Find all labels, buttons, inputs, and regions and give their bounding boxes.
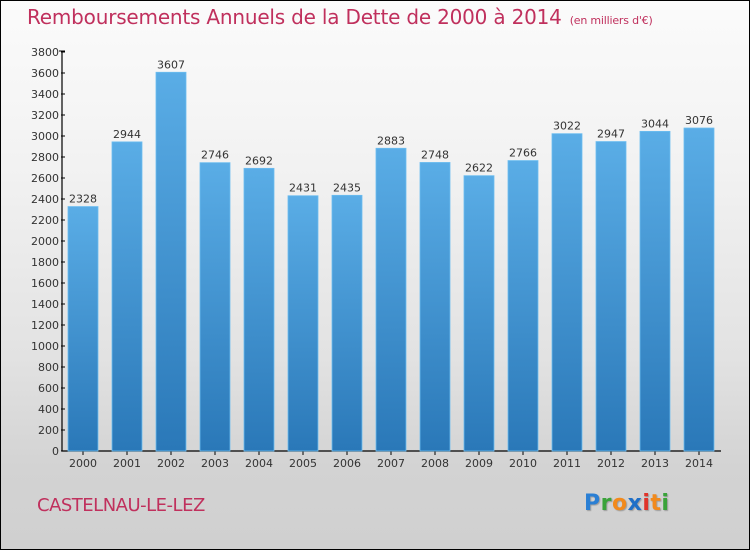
bar-2002 xyxy=(155,71,187,452)
y-tick-label: 1200 xyxy=(31,319,59,332)
chart-unit-label: (en milliers d'€) xyxy=(569,14,653,27)
bar-2006 xyxy=(331,194,363,452)
y-tick-label: 2800 xyxy=(31,151,59,164)
bars xyxy=(67,71,715,452)
x-tick-label: 2001 xyxy=(113,457,141,470)
logo-letter: o xyxy=(611,491,628,516)
x-tick-label: 2000 xyxy=(69,457,97,470)
bar-2008 xyxy=(419,162,451,452)
bar-2005 xyxy=(287,195,319,452)
data-label-2011: 3022 xyxy=(553,120,581,133)
y-tick-label: 200 xyxy=(38,424,59,437)
x-tick-label: 2010 xyxy=(509,457,537,470)
x-tick-label: 2013 xyxy=(641,457,669,470)
logo-letter: r xyxy=(600,491,612,516)
y-tick-label: 400 xyxy=(38,403,59,416)
chart-title: Remboursements Annuels de la Dette de 20… xyxy=(27,5,653,29)
data-label-2001: 2944 xyxy=(113,128,141,141)
bar-2001 xyxy=(111,141,143,452)
bar-2011 xyxy=(551,133,583,452)
y-tick-label: 1800 xyxy=(31,256,59,269)
y-tick-label: 2600 xyxy=(31,172,59,185)
chart-title-text: Remboursements Annuels de la Dette de 20… xyxy=(27,5,562,29)
y-axis: 0 200 400 600 800 1000 1200 1400 1600 1800 2000 220… xyxy=(31,46,65,458)
bar-2004 xyxy=(243,167,275,452)
data-label-2009: 2622 xyxy=(465,162,493,175)
x-tick-label: 2011 xyxy=(553,457,581,470)
data-label-2000: 2328 xyxy=(69,193,97,206)
y-tick-label: 1000 xyxy=(31,340,59,353)
y-tick-label: 3400 xyxy=(31,88,59,101)
x-tick-label: 2008 xyxy=(421,457,449,470)
x-tick-label: 2006 xyxy=(333,457,361,470)
data-label-2003: 2746 xyxy=(201,149,229,162)
y-tick-label: 600 xyxy=(38,382,59,395)
logo-letter: t xyxy=(650,491,662,516)
x-tick-label: 2002 xyxy=(157,457,185,470)
y-tick-label: 1400 xyxy=(31,298,59,311)
y-tick-label: 3800 xyxy=(31,46,59,59)
bar-2014 xyxy=(683,127,715,452)
x-tick-label: 2007 xyxy=(377,457,405,470)
data-label-2004: 2692 xyxy=(245,154,273,167)
x-tick-label: 2009 xyxy=(465,457,493,470)
y-tick-label: 800 xyxy=(38,361,59,374)
bar-2010 xyxy=(507,160,539,452)
bar-2003 xyxy=(199,162,231,452)
y-tick-label: 2400 xyxy=(31,193,59,206)
y-tick-label: 2200 xyxy=(31,214,59,227)
proxiti-logo[interactable]: Proxiti xyxy=(584,491,669,516)
logo-letter: i xyxy=(642,491,651,516)
x-tick-label: 2005 xyxy=(289,457,317,470)
y-tick-label: 1600 xyxy=(31,277,59,290)
y-tick-label: 3200 xyxy=(31,109,59,122)
y-tick-label: 3000 xyxy=(31,130,59,143)
data-label-2008: 2748 xyxy=(421,148,449,161)
data-labels: 2328 2944 3607 2746 2692 2431 2435 2883 2748 2622… xyxy=(69,58,713,205)
data-label-2010: 2766 xyxy=(509,147,537,160)
bar-2012 xyxy=(595,141,627,452)
x-tick-label: 2004 xyxy=(245,457,273,470)
bar-2013 xyxy=(639,130,671,452)
data-label-2005: 2431 xyxy=(289,182,317,195)
bar-2009 xyxy=(463,175,495,452)
y-tick-label: 0 xyxy=(52,445,59,458)
data-label-2013: 3044 xyxy=(641,117,669,130)
data-label-2006: 2435 xyxy=(333,181,361,194)
data-label-2014: 3076 xyxy=(685,114,713,127)
x-axis: 2000 2001 2002 2003 2004 2005 2006 2007 2008 2009… xyxy=(62,450,721,470)
city-name: CASTELNAU-LE-LEZ xyxy=(37,495,205,516)
y-tick-label: 3600 xyxy=(31,67,59,80)
logo-letter: i xyxy=(661,491,670,516)
data-label-2002: 3607 xyxy=(157,58,185,71)
data-label-2007: 2883 xyxy=(377,134,405,147)
y-tick-label: 2000 xyxy=(31,235,59,248)
x-tick-label: 2014 xyxy=(685,457,713,470)
x-tick-label: 2012 xyxy=(597,457,625,470)
logo-letter: x xyxy=(627,491,643,516)
data-label-2012: 2947 xyxy=(597,128,625,141)
bar-2007 xyxy=(375,147,407,452)
bar-2000 xyxy=(67,206,99,452)
logo-letter: P xyxy=(584,491,601,516)
x-tick-label: 2003 xyxy=(201,457,229,470)
